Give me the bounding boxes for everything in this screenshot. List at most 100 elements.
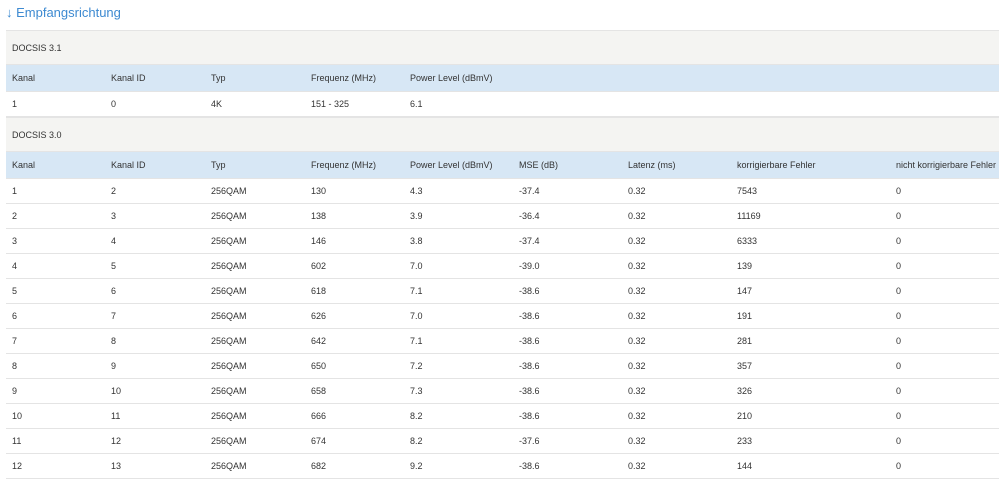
table-cell: 2 — [111, 186, 117, 196]
column-header: korrigierbare Fehler — [737, 160, 816, 170]
table-cell: 674 — [311, 436, 327, 446]
table-cell: -38.6 — [519, 361, 540, 371]
table-cell: 256QAM — [211, 361, 247, 371]
table-cell: 281 — [737, 336, 753, 346]
table-cell: 233 — [737, 436, 753, 446]
table-cell: 6 — [111, 286, 117, 296]
table-cell: 3 — [111, 211, 117, 221]
table-cell: 0.32 — [628, 411, 646, 421]
table-cell: 7.3 — [410, 386, 423, 396]
column-header: Kanal ID — [111, 73, 146, 83]
table-cell: 191 — [737, 311, 753, 321]
table-cell: 256QAM — [211, 211, 247, 221]
table-cell: 7.1 — [410, 286, 423, 296]
table-cell: 0.32 — [628, 236, 646, 246]
table-cell: 147 — [737, 286, 753, 296]
table-cell: 11 — [12, 436, 22, 446]
table-cell: -38.6 — [519, 411, 540, 421]
table-cell: 1 — [12, 99, 18, 109]
table-cell: 626 — [311, 311, 327, 321]
table-row: 2 3 256QAM 138 3.9 -36.4 0.32 11169 0 — [6, 204, 999, 229]
table-cell: 12 — [111, 436, 122, 446]
table-cell: 256QAM — [211, 411, 247, 421]
table-cell: 658 — [311, 386, 327, 396]
table-cell: -38.6 — [519, 461, 540, 471]
table-row: 1 0 4K 151 - 325 6.1 — [6, 92, 999, 117]
table-cell: 0 — [111, 99, 117, 109]
table-cell: 0 — [896, 361, 902, 371]
table-cell: 4.3 — [410, 186, 423, 196]
table-cell: 618 — [311, 286, 327, 296]
table-cell: 11 — [111, 411, 121, 421]
table-cell: 256QAM — [211, 186, 247, 196]
table-row: 12 13 256QAM 682 9.2 -38.6 0.32 144 0 — [6, 454, 999, 479]
table-cell: 666 — [311, 411, 327, 421]
table-cell: 151 - 325 — [311, 99, 350, 109]
table-cell: -38.6 — [519, 286, 540, 296]
table-cell: 0 — [896, 286, 902, 296]
table-cell: 6.1 — [410, 99, 423, 109]
table-row: 3 4 256QAM 146 3.8 -37.4 0.32 6333 0 — [6, 229, 999, 254]
table-cell: 139 — [737, 261, 753, 271]
table-cell: 256QAM — [211, 311, 247, 321]
table-cell: 9.2 — [410, 461, 423, 471]
table-cell: 5 — [111, 261, 117, 271]
table-cell: 0.32 — [628, 286, 646, 296]
column-header: MSE (dB) — [519, 160, 559, 170]
column-header: Kanal — [12, 160, 36, 170]
table-cell: 130 — [311, 186, 327, 196]
table-row: 8 9 256QAM 650 7.2 -38.6 0.32 357 0 — [6, 354, 999, 379]
table-cell: 10 — [111, 386, 122, 396]
table-cell: 0 — [896, 436, 902, 446]
table-cell: 7.0 — [410, 261, 423, 271]
section-row: DOCSIS 3.0 — [6, 117, 999, 152]
table-cell: 0.32 — [628, 336, 646, 346]
column-header: Kanal ID — [111, 160, 146, 170]
table-cell: 0.32 — [628, 386, 646, 396]
table-cell: 0 — [896, 411, 902, 421]
table-cell: 357 — [737, 361, 753, 371]
table-cell: 7.1 — [410, 336, 423, 346]
table-cell: 9 — [12, 386, 18, 396]
table-cell: 144 — [737, 461, 753, 471]
section-row: DOCSIS 3.1 — [6, 30, 999, 65]
table-cell: -38.6 — [519, 311, 540, 321]
table-cell: 602 — [311, 261, 327, 271]
table-cell: -37.4 — [519, 186, 540, 196]
table-cell: 4K — [211, 99, 223, 109]
table-cell: 256QAM — [211, 461, 247, 471]
table-cell: 210 — [737, 411, 753, 421]
table-row-partial — [6, 479, 999, 499]
table-cell: 0 — [896, 261, 902, 271]
table-cell: 682 — [311, 461, 327, 471]
table-cell: -37.6 — [519, 436, 540, 446]
table-cell: 6 — [12, 311, 18, 321]
table-cell: -38.6 — [519, 336, 540, 346]
column-header: Typ — [211, 160, 226, 170]
table-row: 1 2 256QAM 130 4.3 -37.4 0.32 7543 0 — [6, 179, 999, 204]
table-cell: 8.2 — [410, 411, 423, 421]
table-cell: 13 — [111, 461, 122, 471]
table-cell: 4 — [12, 261, 18, 271]
table-row: 4 5 256QAM 602 7.0 -39.0 0.32 139 0 — [6, 254, 999, 279]
table-cell: 650 — [311, 361, 327, 371]
table-cell: 4 — [111, 236, 117, 246]
table-cell: 5 — [12, 286, 18, 296]
table-cell: 3.9 — [410, 211, 423, 221]
table-cell: 7 — [111, 311, 117, 321]
table-cell: -36.4 — [519, 211, 540, 221]
section-title: ↓ Empfangsrichtung — [6, 5, 121, 20]
table-cell: 10 — [12, 411, 23, 421]
table-row: 7 8 256QAM 642 7.1 -38.6 0.32 281 0 — [6, 329, 999, 354]
table-cell: 1 — [12, 186, 18, 196]
table-cell: 0.32 — [628, 261, 646, 271]
table-cell: -38.6 — [519, 386, 540, 396]
table-cell: 11169 — [737, 211, 761, 221]
table-cell: 6333 — [737, 236, 758, 246]
table-cell: 256QAM — [211, 261, 247, 271]
table-cell: 0.32 — [628, 461, 646, 471]
column-header: Frequenz (MHz) — [311, 160, 377, 170]
table-cell: 7543 — [737, 186, 758, 196]
table-cell: 3.8 — [410, 236, 423, 246]
table-cell: -37.4 — [519, 236, 540, 246]
